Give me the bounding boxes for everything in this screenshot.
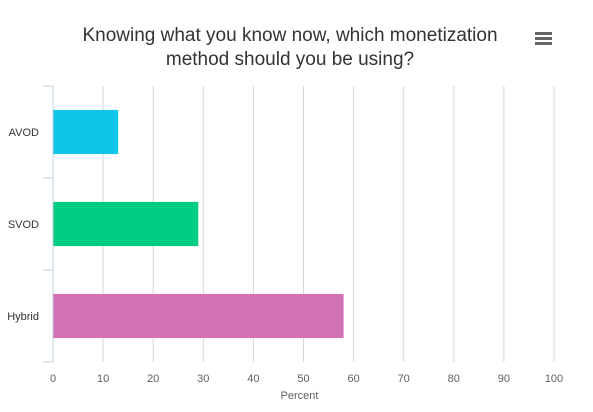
bars [53, 109, 344, 339]
x-tick-label: 70 [398, 373, 410, 385]
x-tick-label: 40 [247, 373, 259, 385]
category-label: Hybrid [7, 311, 39, 323]
x-tick-label: 50 [297, 373, 309, 385]
x-tick-label: 20 [147, 373, 159, 385]
x-tick-label: 0 [50, 373, 56, 385]
category-label: AVOD [9, 127, 39, 139]
x-tick-label: 100 [545, 373, 563, 385]
category-label: SVOD [8, 219, 39, 231]
x-tick-label: 80 [448, 373, 460, 385]
bar-hybrid[interactable] [53, 293, 344, 339]
chart-title-line-2: method should you be using? [165, 49, 415, 70]
bar-svod[interactable] [53, 201, 199, 247]
x-axis-title: Percent [281, 390, 319, 402]
x-tick-label: 60 [347, 373, 359, 385]
bar-avod[interactable] [53, 109, 119, 155]
category-axis: AVOD SVOD Hybrid [7, 85, 54, 363]
chart-title-line-1: Knowing what you know now, which monetiz… [82, 25, 498, 46]
x-tick-label: 90 [498, 373, 510, 385]
hamburger-menu-icon[interactable] [532, 30, 556, 50]
chart-title: Knowing what you know now, which monetiz… [40, 24, 540, 72]
value-axis: 0 10 20 30 40 50 60 70 80 90 100 [50, 373, 563, 385]
x-tick-label: 30 [197, 373, 209, 385]
x-tick-label: 10 [97, 373, 109, 385]
